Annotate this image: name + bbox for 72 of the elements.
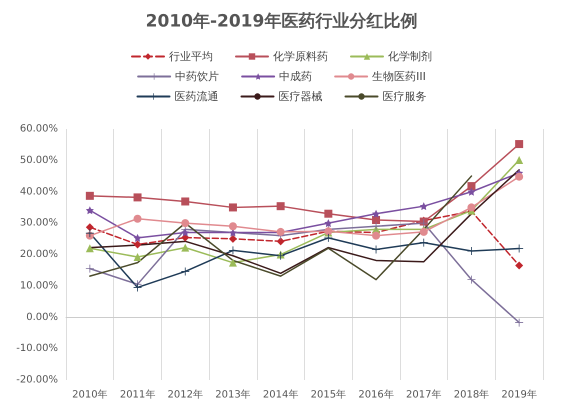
- point: [372, 222, 380, 230]
- point: [372, 232, 380, 240]
- y-tick-label: 0.00%: [26, 312, 58, 323]
- point: [228, 258, 237, 267]
- point: [228, 246, 237, 254]
- point: [134, 253, 142, 262]
- point: [181, 197, 190, 206]
- point: [228, 234, 237, 243]
- point: [467, 188, 476, 196]
- x-tick-label: 2017年: [406, 388, 442, 400]
- point: [420, 228, 428, 236]
- x-tick-label: 2018年: [454, 388, 490, 400]
- point: [181, 219, 190, 228]
- point: [134, 214, 142, 223]
- x-tick-label: 2014年: [262, 388, 298, 400]
- point: [515, 172, 524, 181]
- legend-label: 行业平均: [169, 50, 213, 63]
- legend-label: 生物医药III: [372, 70, 426, 83]
- y-tick-label: 60.00%: [20, 124, 58, 134]
- point: [324, 234, 332, 242]
- point: [324, 210, 332, 218]
- y-tick-label: 40.00%: [20, 186, 58, 198]
- point: [181, 244, 190, 252]
- legend-label: 中药饮片: [175, 70, 220, 83]
- legend-label: 中成药: [279, 70, 312, 83]
- y-tick-label: 50.00%: [20, 154, 58, 166]
- point: [228, 203, 237, 212]
- point: [276, 202, 285, 210]
- x-tick-label: 2015年: [310, 388, 346, 400]
- x-tick-label: 2016年: [358, 388, 394, 400]
- x-tick-label: 2010年: [72, 388, 108, 400]
- point: [134, 283, 142, 292]
- x-tick-label: 2011年: [120, 388, 156, 400]
- point: [228, 222, 237, 230]
- legend-label: 化学制剂: [388, 50, 432, 63]
- point: [276, 237, 285, 246]
- point: [515, 318, 524, 327]
- legend-label: 医疗服务: [382, 90, 426, 103]
- point: [86, 264, 94, 273]
- y-tick-label: 30.00%: [20, 218, 58, 229]
- line-series: [89, 175, 472, 280]
- point: [467, 203, 476, 212]
- legend-label: 医药流通: [174, 90, 218, 103]
- y-tick-label: -10.00%: [16, 343, 58, 354]
- point: [86, 223, 94, 232]
- y-tick-label: -20.00%: [16, 374, 58, 386]
- point: [372, 245, 380, 254]
- point: [515, 261, 524, 270]
- x-tick-label: 2012年: [168, 388, 203, 400]
- point: [420, 202, 428, 210]
- x-tick-label: 2013年: [215, 388, 251, 400]
- chart-title: 2010年-2019年医药行业分红比例: [146, 12, 418, 32]
- point: [134, 234, 142, 242]
- y-tick-label: 10.00%: [20, 280, 58, 292]
- point: [515, 156, 524, 164]
- point: [134, 193, 142, 202]
- point: [324, 219, 332, 228]
- x-tick-label: 2019年: [501, 388, 537, 400]
- point: [420, 238, 428, 247]
- point: [467, 182, 476, 190]
- point: [86, 206, 94, 214]
- point: [181, 228, 190, 237]
- legend-label: 化学原料药: [273, 50, 328, 63]
- point: [134, 240, 142, 248]
- y-tick-label: 20.00%: [20, 249, 58, 260]
- point: [467, 276, 476, 284]
- legend-label: 医疗器械: [278, 90, 322, 103]
- point: [181, 267, 190, 276]
- point: [86, 229, 94, 238]
- point: [86, 244, 94, 252]
- point: [515, 140, 524, 148]
- point: [86, 192, 94, 200]
